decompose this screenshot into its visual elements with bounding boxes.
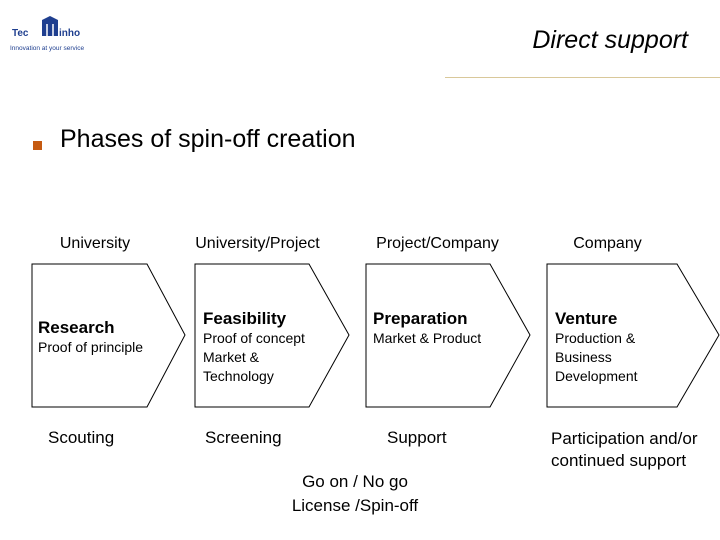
phase-desc: Market & Product — [373, 330, 482, 346]
slide-title: Direct support — [532, 26, 688, 54]
svg-text:Tec: Tec — [12, 28, 29, 39]
bullet-square-icon — [33, 141, 42, 150]
activity-label: Support — [387, 428, 447, 447]
decision-line: Go on / No go — [302, 472, 408, 491]
phase-name: Feasibility — [203, 309, 287, 328]
phase-desc: Business — [555, 349, 612, 365]
activity-label: Screening — [205, 428, 282, 447]
chevron-research — [31, 263, 186, 408]
title-rule — [445, 77, 720, 78]
phase-feasibility: Feasibility Proof of concept Market & Te… — [203, 309, 305, 386]
tecminho-logo: Tec inho Innovation at your service — [10, 14, 100, 56]
phase-name: Venture — [555, 309, 618, 328]
phase-desc: Production & — [555, 330, 636, 346]
svg-text:Innovation at your service: Innovation at your service — [10, 45, 84, 52]
stage-label: Project/Company — [376, 235, 499, 252]
activity-label: Scouting — [48, 428, 115, 447]
svg-text:inho: inho — [59, 28, 80, 39]
phase-desc: Market & — [203, 349, 260, 365]
phase-research: Research Proof of principle — [38, 318, 143, 357]
chevron-venture — [546, 263, 720, 408]
decision-text: Go on / No go License /Spin-off — [260, 470, 450, 518]
stage-label: University/Project — [195, 235, 320, 252]
phase-desc: Technology — [203, 368, 274, 384]
chevron-preparation — [365, 263, 531, 408]
phase-desc: Proof of principle — [38, 339, 144, 355]
section-heading: Phases of spin-off creation — [60, 125, 356, 153]
activity-label: Participation and/or continued support — [551, 429, 698, 470]
phase-desc: Proof of concept — [203, 330, 305, 346]
phase-desc: Development — [555, 368, 638, 384]
phase-name: Research — [38, 318, 115, 337]
stage-label: Company — [573, 235, 642, 252]
phase-name: Preparation — [373, 309, 468, 328]
phase-preparation: Preparation Market & Product — [373, 309, 481, 348]
chevron-feasibility — [194, 263, 350, 408]
stage-label: University — [59, 235, 131, 252]
phase-venture: Venture Production & Business Developmen… — [555, 309, 638, 386]
decision-line: License /Spin-off — [291, 496, 419, 515]
